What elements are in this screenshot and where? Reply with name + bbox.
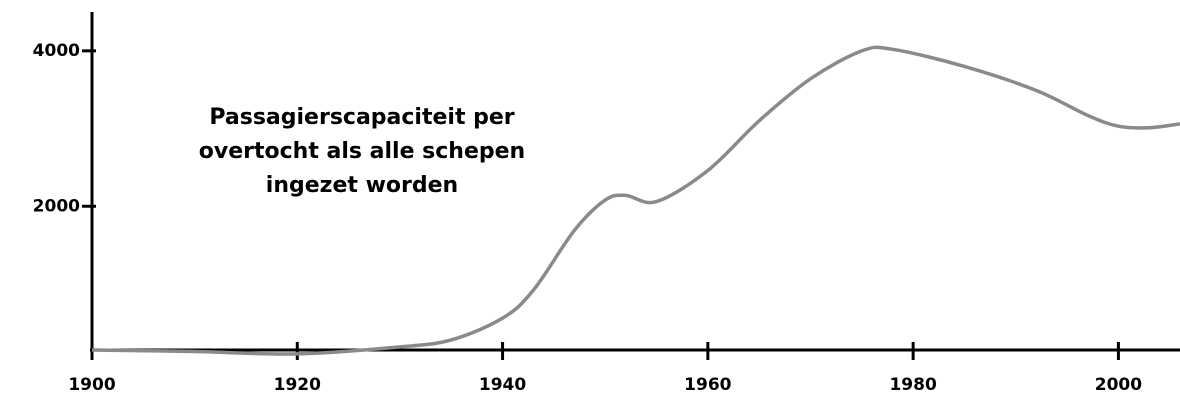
x-tick-label: 1900 — [68, 375, 115, 395]
x-tick-label: 1940 — [479, 375, 526, 395]
line — [91, 45, 1180, 356]
annotation: Passagierscapaciteit per overtocht als al… — [199, 105, 525, 198]
x-tick-label: 2000 — [1095, 375, 1142, 395]
annotation-line: ingezet worden — [266, 173, 458, 198]
y-tick-label: 2000 — [33, 196, 80, 216]
annotation-line: Passagierscapaciteit per — [209, 105, 514, 130]
x-tick-label: 1980 — [889, 375, 936, 395]
x-tick-label: 1960 — [684, 375, 731, 395]
y-tick-label: 4000 — [33, 41, 80, 61]
annotation-line: overtocht als alle schepen — [199, 139, 525, 164]
x-tick-label: 1920 — [274, 375, 321, 395]
